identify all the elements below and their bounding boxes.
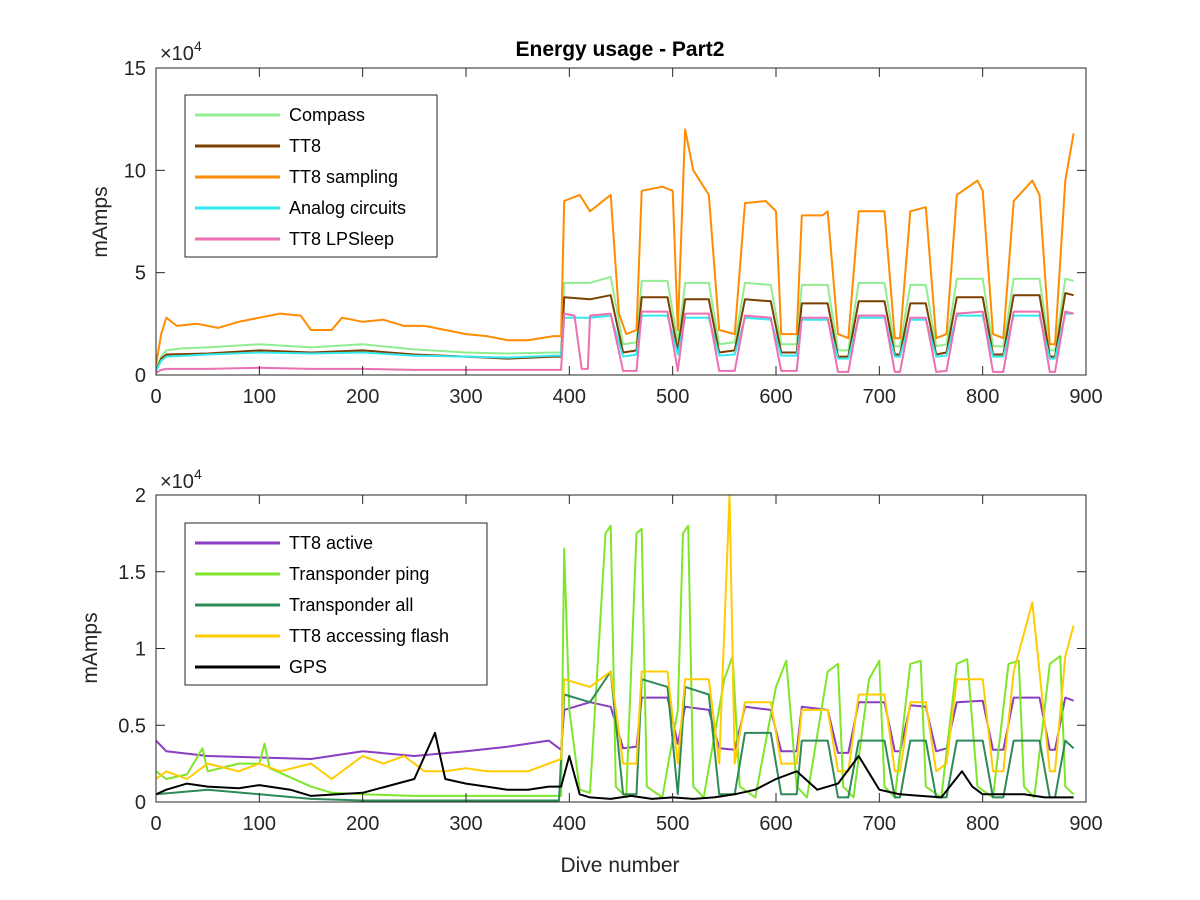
series-group [156, 494, 1075, 802]
x-tick-label: 300 [449, 386, 482, 408]
x-tick-label: 400 [553, 386, 586, 408]
y-tick-label: 0.5 [118, 715, 146, 737]
x-tick-label: 600 [759, 386, 792, 408]
y-tick-label: 0 [135, 365, 146, 387]
legend-label: Transponder ping [289, 564, 429, 584]
y-tick-label: 2 [135, 485, 146, 507]
legend-label: TT8 accessing flash [289, 626, 449, 646]
series-line-tt8-lpsleep [156, 310, 1074, 374]
x-tick-label: 900 [1069, 813, 1102, 835]
legend: Compass TT8 TT8 sampling Analog circuits TT8… [184, 94, 438, 258]
legend-label: Transponder all [289, 595, 413, 615]
series-line-tt8-accessing-flash [156, 494, 1075, 780]
legend-label: TT8 LPSleep [289, 229, 394, 249]
y-tick-label: 0 [135, 792, 146, 814]
x-tick-label: 500 [656, 386, 689, 408]
chart-title: Energy usage - Part2 [516, 38, 725, 61]
y-multiplier-exp: 4 [194, 466, 202, 482]
x-tick-label: 300 [449, 813, 482, 835]
x-tick-label: 500 [656, 813, 689, 835]
y-tick-label: 1 [135, 639, 146, 661]
axes-box [155, 67, 1087, 376]
y-axis-label: mAmps [79, 612, 102, 683]
y-multiplier-base: ×10 [160, 43, 194, 65]
x-tick-label: 0 [150, 386, 161, 408]
x-tick-label: 700 [863, 813, 896, 835]
series-group [156, 128, 1075, 374]
chart-bottom: mAmps Dive number ×104 0 100 200 300 400 500 6… [79, 466, 1103, 877]
y-multiplier: ×104 [160, 466, 202, 493]
series-line-tt8-sampling [156, 128, 1075, 365]
x-tick-label: 800 [966, 386, 999, 408]
x-tick-label: 200 [346, 386, 379, 408]
x-tick-label: 100 [243, 813, 276, 835]
chart-top: Energy usage - Part2 mAmps ×104 0 100 200 3… [89, 38, 1103, 408]
legend-label: Analog circuits [289, 198, 406, 218]
y-tick-label: 10 [124, 160, 146, 182]
x-tick-label: 900 [1069, 386, 1102, 408]
y-tick-label: 15 [124, 58, 146, 80]
legend: TT8 active Transponder ping Transponder al… [184, 522, 488, 686]
legend-label: TT8 sampling [289, 167, 398, 187]
x-tick-label: 200 [346, 813, 379, 835]
x-tick-label: 0 [150, 813, 161, 835]
plot-area: 0 100 200 300 400 500 600 700 800 900 0 5 10 15 Compas… [124, 58, 1103, 408]
legend-label: Compass [289, 105, 365, 125]
x-tick-label: 700 [863, 386, 896, 408]
series-line-gps [156, 731, 1074, 800]
plot-area: 0 100 200 300 400 500 600 700 800 900 0 0.5 1 1.5 2 TT8… [118, 485, 1103, 835]
series-line-compass [156, 275, 1074, 370]
series-line-transponder-all [156, 670, 1075, 802]
legend-label: TT8 [289, 136, 321, 156]
legend-label: TT8 active [289, 533, 373, 553]
y-multiplier: ×104 [160, 38, 202, 65]
x-tick-label: 600 [759, 813, 792, 835]
x-tick-label: 400 [553, 813, 586, 835]
y-multiplier-exp: 4 [194, 38, 202, 54]
series-line-analog-circuits [156, 312, 1074, 372]
legend-label: GPS [289, 657, 327, 677]
y-tick-label: 5 [135, 263, 146, 285]
y-multiplier-base: ×10 [160, 471, 194, 493]
x-axis-label: Dive number [560, 854, 679, 877]
y-tick-label: 1.5 [118, 562, 146, 584]
y-axis-label: mAmps [89, 186, 112, 257]
x-tick-label: 800 [966, 813, 999, 835]
x-tick-label: 100 [243, 386, 276, 408]
